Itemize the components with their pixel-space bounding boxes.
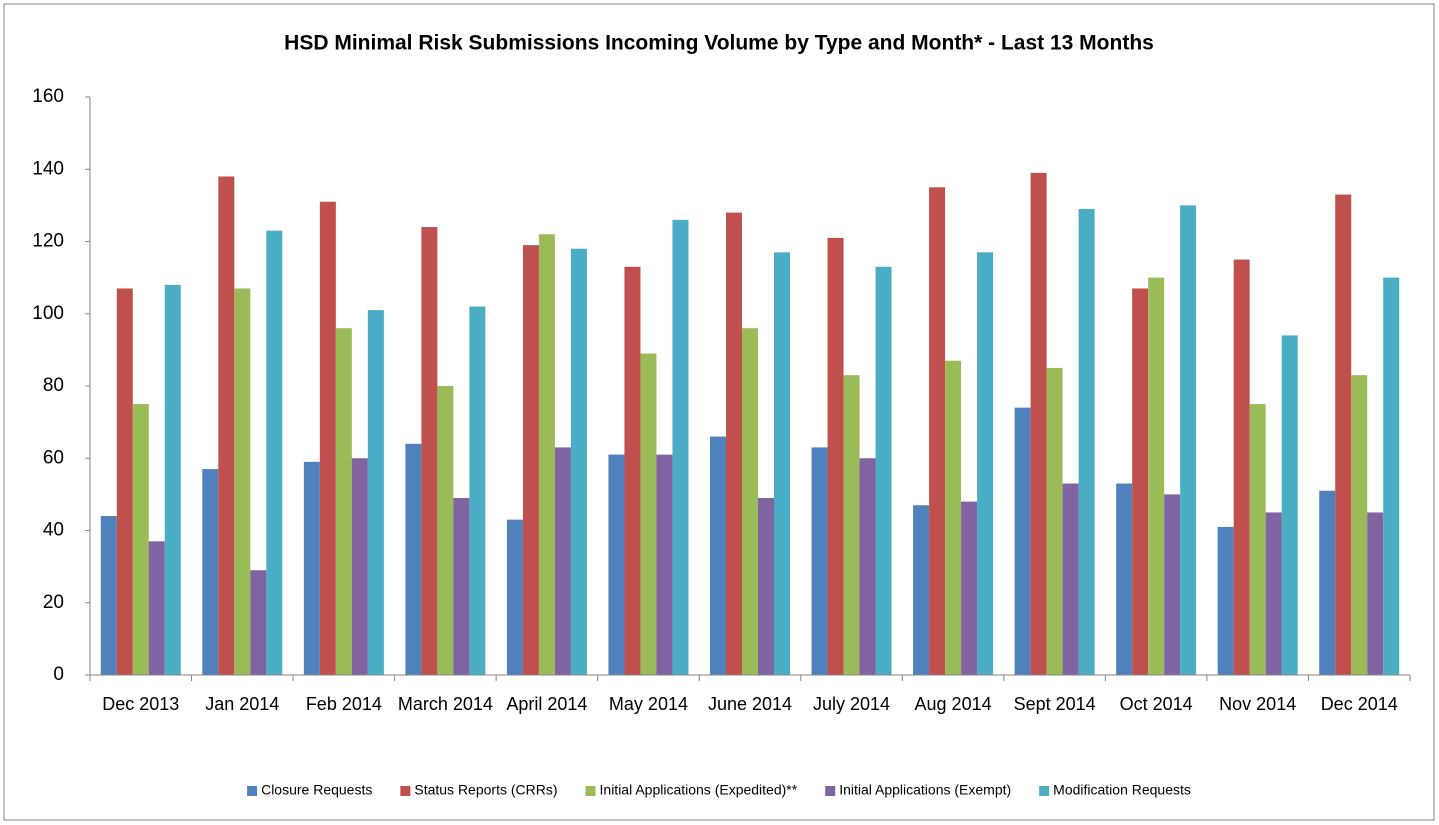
bar [843, 375, 860, 675]
bar [1062, 483, 1079, 675]
bar [1383, 277, 1400, 675]
y-tick-label: 40 [43, 520, 64, 541]
x-tick-label: July 2014 [813, 694, 890, 714]
y-tick-label: 120 [32, 231, 64, 252]
bar [726, 212, 742, 675]
bar [1116, 483, 1133, 675]
bar [303, 461, 320, 675]
bar [437, 386, 454, 675]
bar [421, 227, 438, 676]
legend-swatch [585, 786, 596, 796]
bar [266, 230, 283, 675]
x-tick-label: Nov 2014 [1219, 694, 1296, 714]
bar [132, 404, 149, 675]
bar [1335, 194, 1352, 675]
legend-swatch [1039, 786, 1050, 796]
bar [710, 436, 726, 675]
bar [672, 219, 689, 675]
legend-label: Modification Requests [1053, 782, 1191, 798]
bar [1132, 288, 1149, 675]
bar [1319, 490, 1336, 675]
bar [1180, 205, 1197, 675]
x-tick-label: Jan 2014 [205, 694, 279, 714]
bar [335, 328, 352, 675]
bar [367, 310, 384, 675]
bar [522, 245, 539, 676]
bar [1265, 512, 1282, 675]
legend-label: Initial Applications (Exempt) [839, 782, 1011, 798]
legend-label: Closure Requests [261, 782, 372, 798]
bar [554, 447, 571, 675]
bar [506, 519, 523, 675]
bar [875, 266, 892, 675]
x-tick-label: June 2014 [708, 694, 792, 714]
x-tick-label: May 2014 [609, 694, 688, 714]
bar [1014, 407, 1031, 675]
bar [218, 176, 235, 675]
y-tick-label: 160 [32, 86, 64, 107]
y-tick-label: 0 [53, 664, 64, 685]
x-tick-label: Oct 2014 [1120, 694, 1193, 714]
legend-label: Status Reports (CRRs) [414, 782, 557, 798]
x-tick-label: Sept 2014 [1014, 694, 1096, 714]
bar [608, 454, 625, 675]
bar [405, 443, 422, 675]
legend-label: Initial Applications (Expedited)** [600, 782, 798, 798]
bar [570, 248, 587, 675]
bar [538, 234, 555, 675]
bar [469, 306, 486, 675]
x-tick-label: Aug 2014 [915, 694, 992, 714]
bar [774, 252, 790, 675]
bar [656, 454, 673, 675]
bar [758, 497, 774, 675]
bar [1367, 512, 1384, 675]
bar [624, 266, 641, 675]
x-tick-label: March 2014 [398, 694, 493, 714]
chart-title: HSD Minimal Risk Submissions Incoming Vo… [284, 32, 1154, 55]
bar [1164, 494, 1181, 675]
bar [116, 288, 133, 675]
legend-swatch [400, 786, 411, 796]
bar [1351, 375, 1368, 675]
x-tick-label: Dec 2013 [102, 694, 179, 714]
bar [100, 516, 117, 675]
bar [977, 252, 994, 675]
y-tick-label: 80 [43, 375, 64, 396]
y-tick-label: 20 [43, 592, 64, 613]
bar [351, 458, 368, 675]
bar [929, 187, 946, 675]
bar [913, 505, 930, 675]
x-tick-label: April 2014 [506, 694, 587, 714]
x-tick-label: Dec 2014 [1321, 694, 1398, 714]
bar [1281, 335, 1298, 675]
bar [945, 360, 962, 675]
bar [319, 201, 336, 675]
y-tick-label: 60 [43, 447, 64, 468]
bar [859, 458, 876, 675]
bar [148, 541, 165, 675]
bar [202, 469, 219, 675]
bar [164, 284, 181, 675]
y-tick-label: 100 [32, 303, 64, 324]
bar [1249, 404, 1266, 675]
bar [1217, 526, 1234, 675]
bar [961, 501, 978, 675]
legend-swatch [825, 786, 836, 796]
bar [1148, 277, 1165, 675]
bar [453, 497, 470, 675]
bar [234, 288, 251, 675]
bar [827, 237, 844, 675]
bar [1233, 259, 1250, 675]
bar [640, 353, 657, 675]
bar [742, 328, 758, 675]
bar [1046, 367, 1063, 675]
bar [1078, 208, 1095, 676]
y-tick-label: 140 [32, 158, 64, 179]
bar [1030, 172, 1047, 676]
bar [250, 570, 267, 675]
x-tick-label: Feb 2014 [306, 694, 382, 714]
bar [811, 447, 828, 675]
legend-swatch [247, 786, 258, 796]
